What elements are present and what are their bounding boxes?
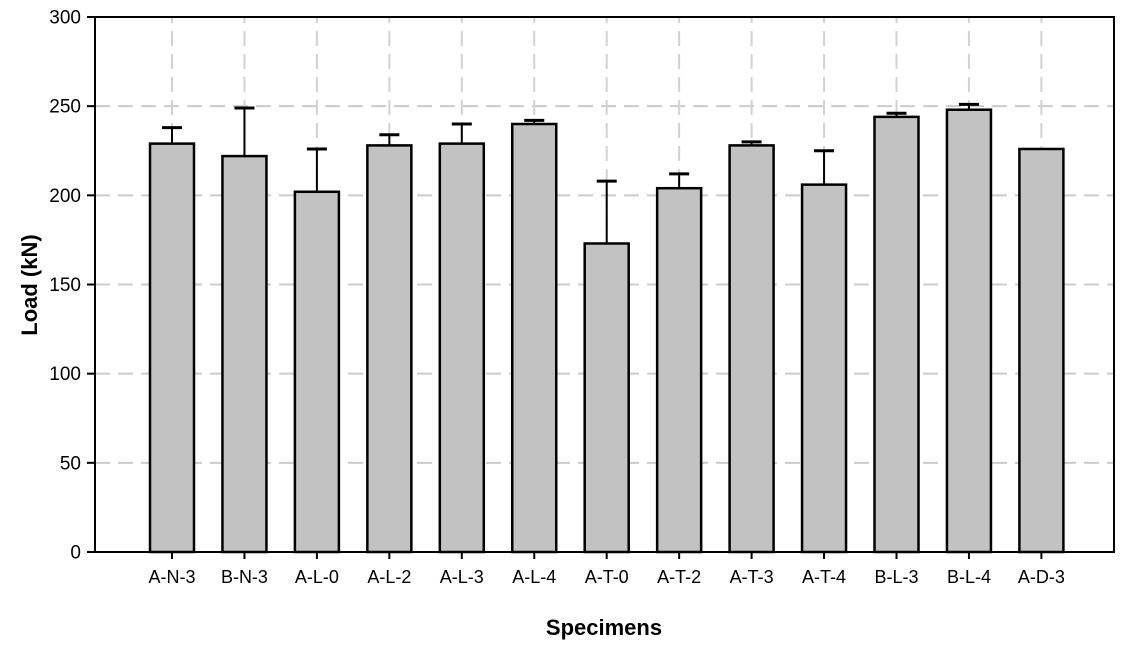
x-tick-label: A-L-0 (295, 567, 339, 587)
x-tick-label: A-L-4 (512, 567, 556, 587)
bar (583, 242, 630, 554)
bar (221, 154, 268, 554)
y-tick-label: 250 (49, 97, 81, 118)
bar (511, 122, 558, 554)
bar (438, 142, 486, 554)
x-tick-label: A-L-2 (367, 567, 411, 587)
bar (873, 115, 920, 554)
y-axis-title: Load (kN) (17, 234, 42, 336)
bar (728, 144, 775, 554)
x-axis-title: Specimens (545, 615, 663, 640)
x-tick-label: A-D-3 (1018, 567, 1065, 587)
x-tick-label: A-T-3 (730, 567, 774, 587)
x-tick-label: B-N-3 (221, 567, 268, 587)
x-tick-label: A-T-4 (802, 567, 846, 587)
y-tick-label: 300 (49, 8, 81, 29)
x-tick-label: B-L-3 (874, 567, 918, 587)
bar (366, 144, 413, 554)
y-tick-label: 0 (70, 543, 81, 564)
bar (945, 108, 993, 554)
x-tick-label: A-L-3 (440, 567, 484, 587)
bar (655, 186, 703, 554)
x-tick-label: A-N-3 (148, 567, 195, 587)
y-tick-label: 100 (49, 364, 81, 385)
x-tick-label: A-T-0 (585, 567, 629, 587)
y-tick-label: 150 (49, 275, 81, 296)
bar (293, 190, 341, 554)
bar (148, 142, 196, 554)
x-tick-label: B-L-4 (947, 567, 991, 587)
bar (800, 183, 848, 554)
bar (1018, 147, 1065, 554)
y-tick-label: 200 (49, 186, 81, 207)
x-tick-label: A-T-2 (657, 567, 701, 587)
y-tick-label: 50 (60, 453, 81, 474)
